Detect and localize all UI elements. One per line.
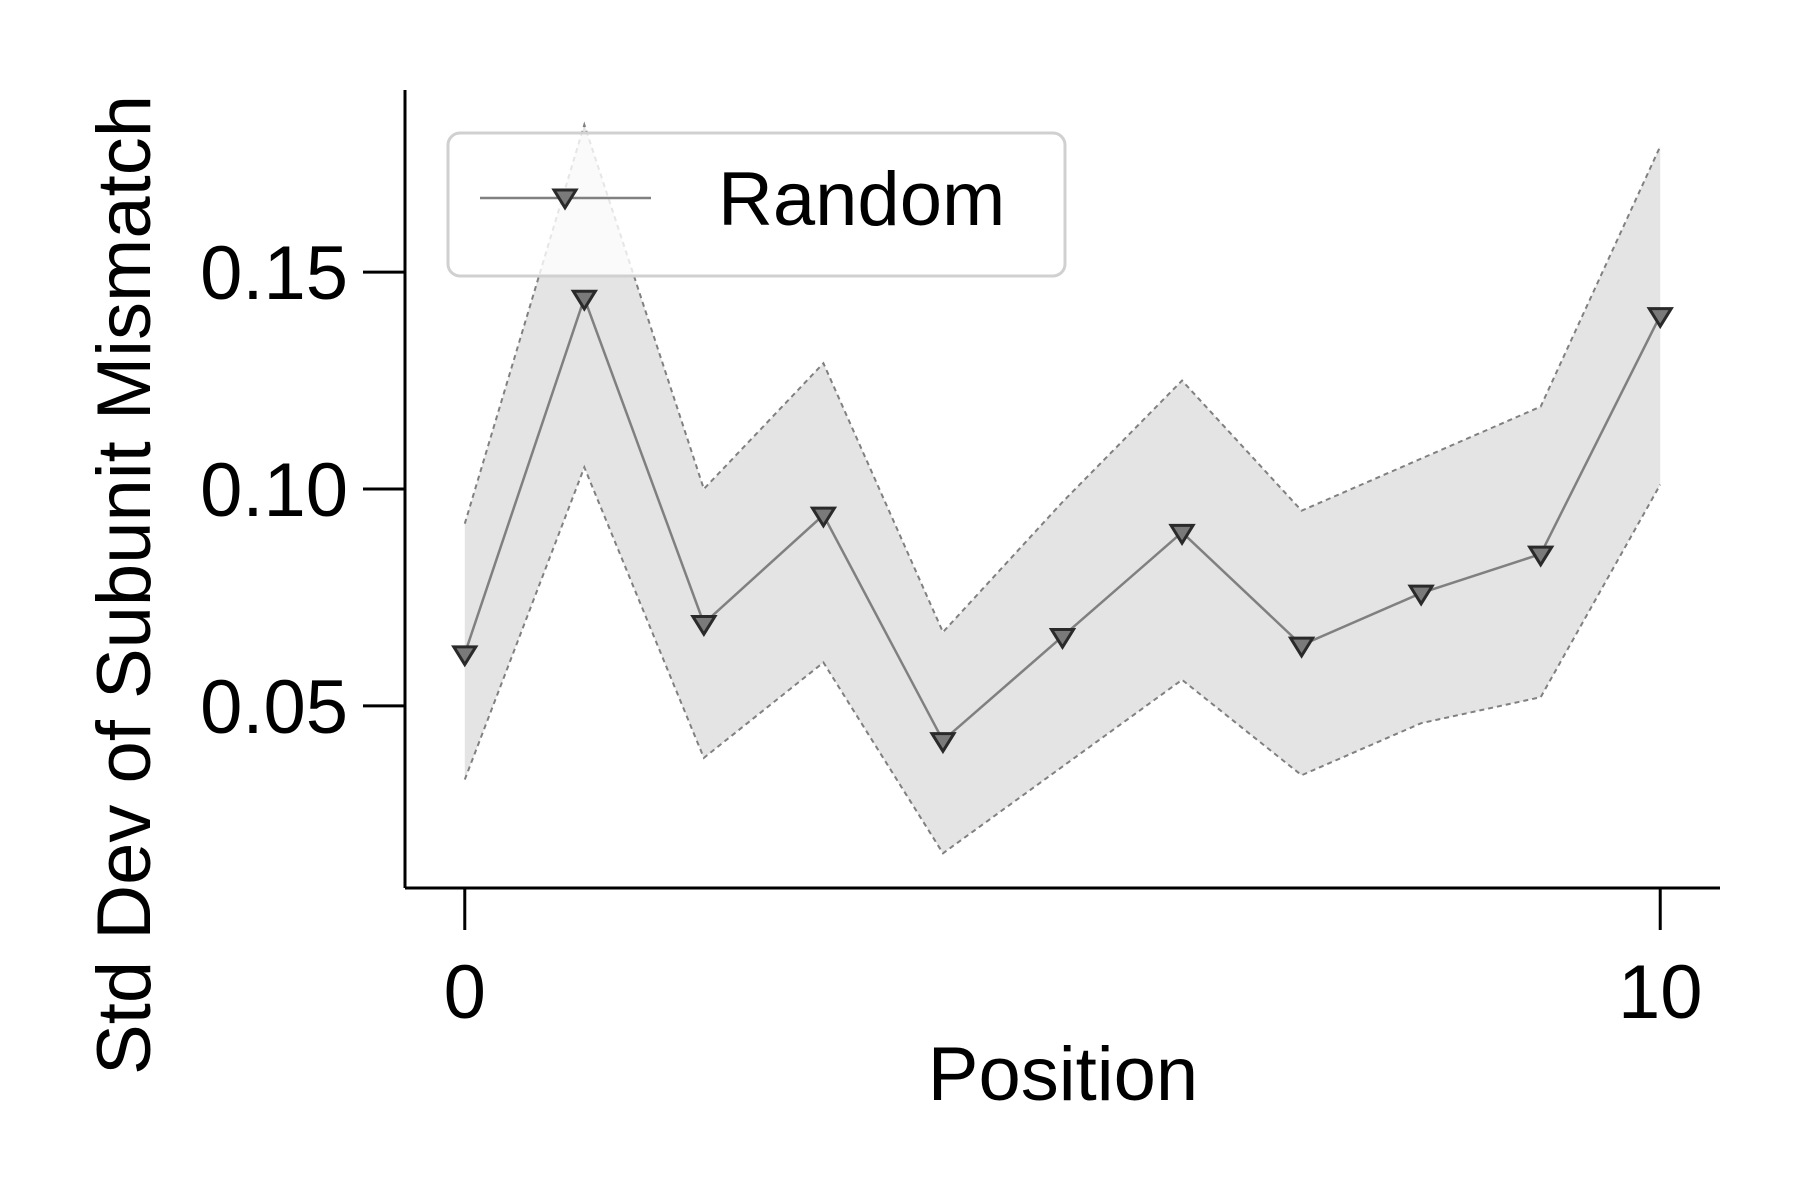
x-axis-label: Position bbox=[928, 1032, 1198, 1117]
confidence-band-layer bbox=[463, 121, 1662, 855]
data-point-marker bbox=[451, 645, 479, 668]
data-point-marker bbox=[1048, 627, 1077, 651]
confidence-band-fill bbox=[464, 124, 1661, 854]
data-point-marker bbox=[1646, 307, 1674, 330]
x-tick-label: 0 bbox=[444, 950, 486, 1035]
y-axis-label: Std Dev of Subunit Mismatch bbox=[82, 95, 167, 1075]
band-upper-edge bbox=[463, 121, 1662, 634]
y-tick-label: 0.05 bbox=[200, 665, 348, 750]
data-point-marker bbox=[809, 506, 838, 529]
data-point-marker bbox=[1407, 584, 1435, 607]
data-point-marker bbox=[1526, 545, 1555, 568]
data-point-marker bbox=[690, 614, 718, 638]
legend-label-random: Random bbox=[718, 157, 1005, 242]
y-tick-label: 0.10 bbox=[200, 448, 348, 533]
x-tick-label: 10 bbox=[1618, 950, 1703, 1035]
legend-triangle-marker-icon bbox=[551, 188, 579, 211]
band-lower-edge bbox=[463, 464, 1662, 855]
y-tick-label: 0.15 bbox=[200, 231, 348, 316]
ticks: 0 10 0.05 0.10 0.15 bbox=[200, 231, 1702, 1035]
data-point-marker bbox=[570, 289, 599, 312]
data-point-marker bbox=[1287, 636, 1316, 659]
legend-frame bbox=[446, 131, 1067, 278]
data-point-marker bbox=[929, 732, 957, 755]
data-point-marker bbox=[1168, 523, 1196, 546]
series-marker-layer bbox=[451, 289, 1674, 755]
legend: Random bbox=[446, 131, 1067, 278]
